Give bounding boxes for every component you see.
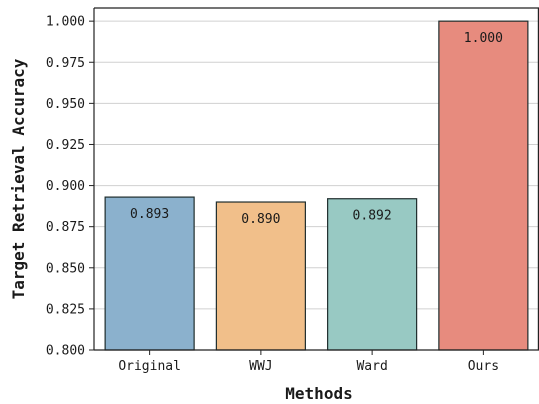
data-labels: 0.893 0.890 0.892 1.000 — [130, 31, 503, 227]
data-label: 0.890 — [241, 212, 280, 227]
y-tick-label: 0.900 — [46, 179, 85, 194]
data-label: 0.892 — [353, 209, 392, 224]
y-axis-title: Target Retrieval Accuracy — [9, 58, 28, 299]
y-tick-label: 0.925 — [46, 138, 85, 153]
y-tick-label: 0.950 — [46, 97, 85, 112]
data-label: 1.000 — [464, 31, 503, 46]
bar-ours — [438, 20, 529, 351]
data-label: 0.893 — [130, 207, 169, 222]
y-tick-label: 0.825 — [46, 302, 85, 317]
x-axis-title: Methods — [285, 384, 352, 400]
y-tick-label: 0.850 — [46, 261, 85, 276]
bars — [104, 20, 529, 351]
x-tick-label: Ours — [468, 359, 499, 374]
bar-original — [104, 196, 195, 351]
x-tick-label: Original — [118, 359, 181, 374]
y-tick-label: 0.800 — [46, 344, 85, 359]
axes: 0.800 0.825 0.850 0.875 0.900 0.925 0.950 0.975… — [46, 7, 539, 374]
x-tick-label: Ward — [356, 359, 387, 374]
y-tick-label: 0.975 — [46, 56, 85, 71]
y-tick-label: 0.875 — [46, 220, 85, 235]
y-tick-label: 1.000 — [46, 15, 85, 30]
x-tick-label: WWJ — [249, 359, 272, 374]
